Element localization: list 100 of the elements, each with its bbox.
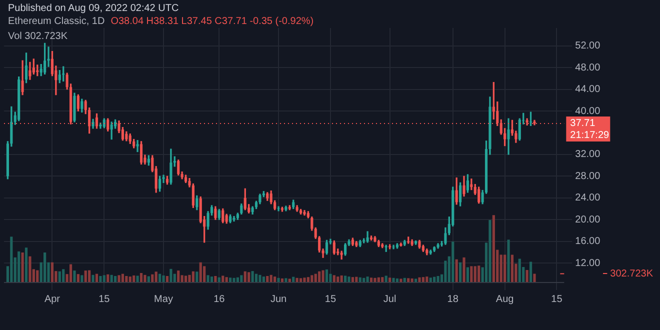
x-tick-label: Jun: [270, 294, 287, 305]
y-tick-label: 32.00: [575, 149, 601, 160]
x-tick-label: Jul: [383, 294, 396, 305]
bar: [322, 270, 324, 282]
bar: [69, 264, 72, 282]
bar: [384, 276, 388, 282]
bar: [310, 275, 314, 282]
bar: [128, 276, 132, 282]
bar: [436, 276, 440, 282]
bar: [206, 275, 210, 282]
bar: [125, 276, 128, 282]
candlestick: [277, 206, 280, 212]
y-tick-label: 12.00: [575, 258, 601, 269]
candlestick: [136, 140, 139, 152]
bar: [396, 278, 399, 282]
bar: [314, 274, 317, 282]
bar: [232, 278, 236, 282]
bar: [284, 278, 288, 282]
bar: [418, 277, 421, 282]
bar: [336, 276, 340, 282]
bar: [244, 271, 246, 282]
y2-tick-label: 302.723K: [610, 268, 654, 280]
bar: [251, 271, 254, 282]
bar: [381, 277, 384, 282]
bar: [73, 270, 76, 282]
bar: [288, 278, 291, 282]
bar: [136, 276, 139, 282]
bar: [318, 271, 321, 282]
bar: [21, 252, 24, 282]
bar: [44, 252, 46, 282]
x-tick-label: 16: [214, 294, 226, 305]
bar: [306, 277, 310, 282]
text: 21:17:29: [570, 130, 610, 142]
bar: [140, 272, 143, 282]
bar: [504, 254, 506, 282]
bar: [76, 274, 80, 282]
bar: [266, 276, 269, 282]
bar: [488, 220, 492, 282]
bar: [426, 276, 428, 282]
bar: [340, 275, 343, 282]
y-tick-label: 40.00: [575, 106, 601, 117]
bar: [518, 258, 521, 282]
y-tick-label: 48.00: [575, 62, 601, 74]
bar: [144, 274, 146, 282]
y-tick-label: 44.00: [575, 84, 601, 96]
x-tick-label: 15: [98, 294, 110, 305]
bar: [329, 274, 332, 282]
bar: [84, 270, 87, 282]
bar: [366, 276, 369, 282]
bar: [400, 278, 402, 282]
bar: [374, 278, 376, 282]
bar: [274, 276, 276, 282]
y-tick-label: 24.00: [575, 192, 601, 204]
bar: [332, 275, 336, 282]
bar: [118, 275, 120, 282]
bar: [299, 278, 302, 282]
bar: [236, 277, 240, 282]
bar: [470, 266, 473, 282]
bar: [270, 274, 272, 282]
bar: [392, 278, 395, 282]
x-tick-label: Aug: [496, 294, 514, 305]
bar: [28, 256, 32, 282]
bar: [492, 215, 495, 282]
bar: [147, 276, 150, 282]
bar: [24, 248, 28, 282]
bar: [403, 278, 406, 282]
text: Published on Aug 09, 2022 02:42 UTC: [8, 3, 179, 14]
bar: [254, 274, 258, 282]
y-tick-label: 28.00: [575, 170, 601, 182]
bar: [262, 276, 265, 282]
bar: [222, 276, 224, 282]
bar: [478, 266, 480, 282]
bar: [452, 242, 454, 282]
bar: [214, 276, 217, 282]
bar: [362, 278, 366, 282]
bar: [370, 278, 373, 282]
bar: [158, 274, 162, 282]
bar: [18, 251, 20, 282]
bar: [507, 240, 510, 282]
bar: [10, 236, 13, 282]
bar: [58, 271, 61, 282]
bar: [433, 276, 436, 282]
bar: [106, 274, 110, 282]
bar: [199, 262, 202, 282]
bar: [296, 278, 298, 282]
bar: [277, 278, 280, 282]
bar: [154, 272, 158, 282]
bar: [303, 278, 306, 282]
bar: [458, 262, 462, 282]
bar: [203, 266, 206, 282]
bar: [377, 277, 380, 282]
bar: [325, 269, 328, 282]
bar: [132, 275, 136, 282]
text: O38.04 H38.31 L37.45 C37.71 -0.35 (-0.92%): [110, 16, 314, 27]
bar: [407, 278, 410, 282]
bar: [114, 276, 117, 282]
bar: [455, 259, 458, 282]
bar: [218, 277, 220, 282]
bar: [225, 277, 228, 282]
bar: [258, 274, 262, 282]
